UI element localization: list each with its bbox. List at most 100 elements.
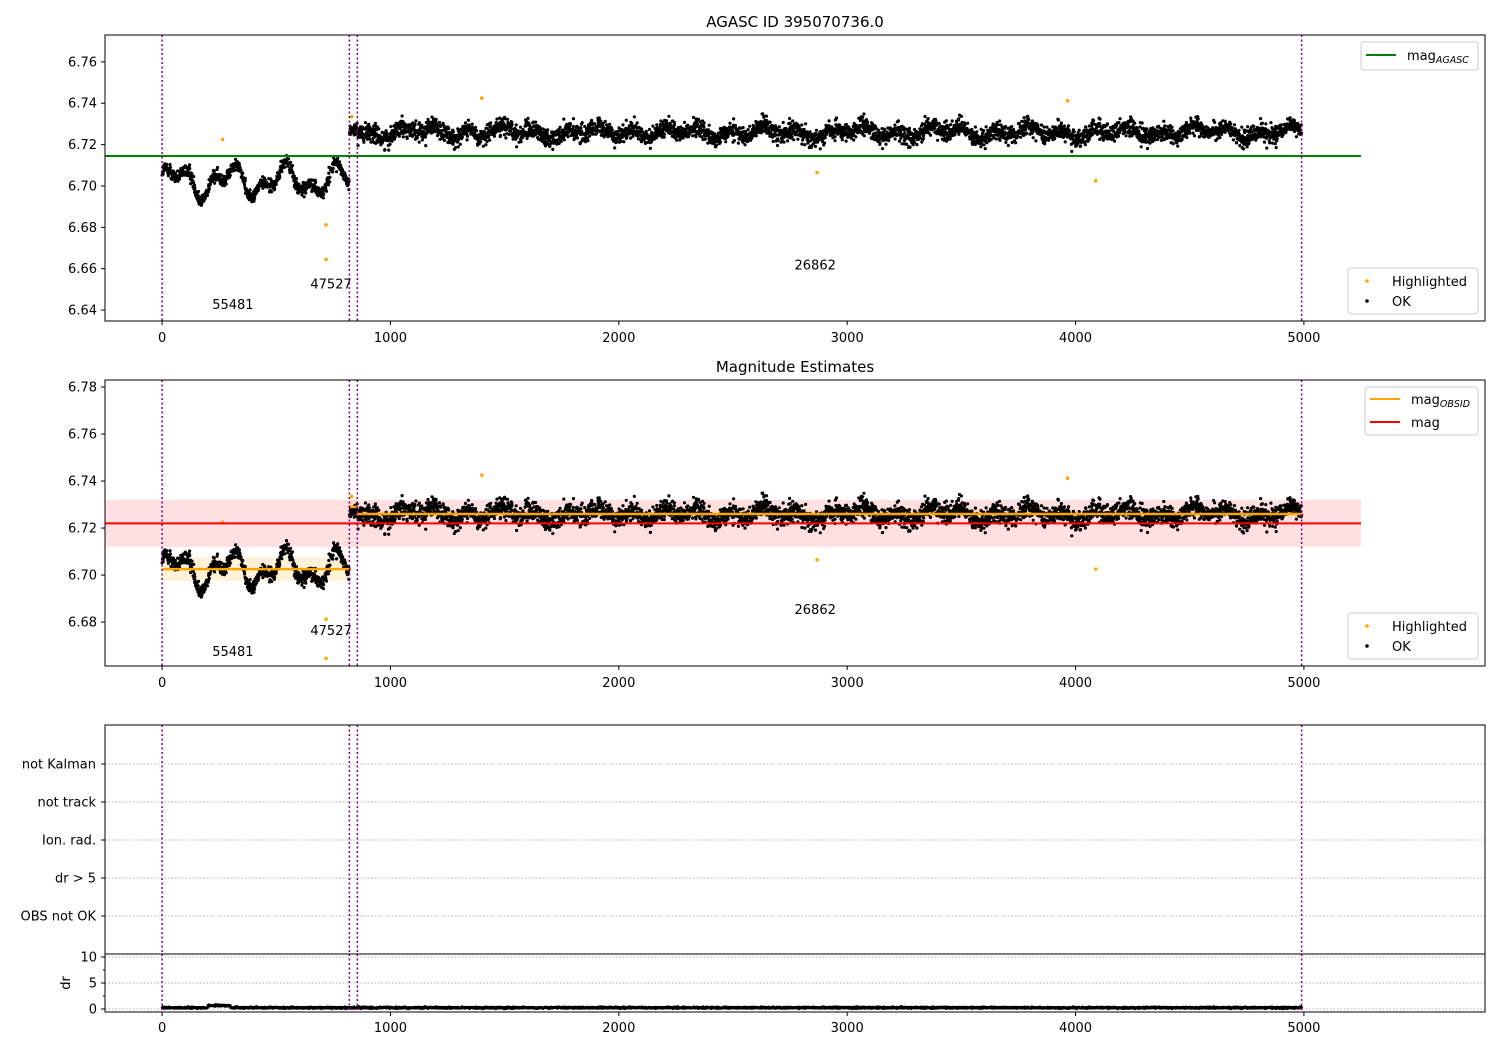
ok-point: [984, 147, 987, 150]
ok-point: [599, 120, 602, 123]
ok-point: [909, 146, 912, 149]
ok-point: [1261, 122, 1264, 125]
ok-point: [782, 121, 785, 124]
ok-point: [197, 190, 200, 193]
ok-point: [747, 128, 750, 131]
ok-point: [611, 128, 614, 131]
legend-label-ok: OK: [1392, 295, 1411, 310]
ok-point: [188, 550, 191, 553]
ok-point: [1172, 142, 1175, 145]
ok-point: [878, 141, 881, 144]
ok-point: [588, 134, 591, 137]
ok-point: [985, 125, 988, 128]
ok-point: [975, 130, 978, 133]
ok-point: [854, 135, 857, 138]
ok-point: [649, 147, 652, 150]
ok-point: [1145, 128, 1148, 131]
ok-point: [743, 143, 746, 146]
ok-point: [572, 117, 575, 120]
ok-point: [1181, 138, 1184, 141]
ok-point: [788, 117, 791, 120]
ok-point: [995, 137, 998, 140]
ok-point: [1179, 134, 1182, 137]
ok-point: [204, 588, 207, 591]
ok-point: [402, 135, 405, 138]
ok-point: [413, 122, 416, 125]
ok-point: [1238, 133, 1241, 136]
ok-point: [168, 163, 171, 166]
ok-point: [474, 126, 477, 129]
ok-point: [508, 133, 511, 136]
ok-point: [803, 143, 806, 146]
ok-point: [465, 132, 468, 135]
ok-point: [551, 148, 554, 151]
ok-point: [792, 138, 795, 141]
ok-point: [1070, 150, 1073, 153]
obsid-label: 26862: [795, 259, 836, 274]
ok-point: [622, 140, 625, 143]
ok-point: [1016, 135, 1019, 138]
ok-point: [270, 190, 273, 193]
ok-point: [489, 124, 492, 127]
ok-point: [625, 119, 628, 122]
ok-point: [335, 170, 338, 173]
ok-point: [929, 134, 932, 137]
ok-point: [1293, 119, 1296, 122]
highlighted-point: [480, 96, 484, 100]
ok-point: [861, 116, 864, 119]
ok-point: [328, 180, 331, 183]
ok-point: [934, 120, 937, 123]
ok-point: [922, 137, 925, 140]
ok-point: [613, 146, 616, 149]
ok-point: [374, 122, 377, 125]
ok-point: [438, 121, 441, 124]
ok-point: [708, 124, 711, 127]
ok-point: [1117, 121, 1120, 124]
ok-point: [452, 130, 455, 133]
ok-point: [862, 112, 865, 115]
ok-point: [301, 191, 304, 194]
ok-point: [169, 552, 172, 555]
ok-point: [905, 143, 908, 146]
ok-point: [1047, 139, 1050, 142]
ok-point: [997, 123, 1000, 126]
ok-point: [383, 148, 386, 151]
ok-point: [1188, 132, 1191, 135]
ok-point: [1282, 133, 1285, 136]
ok-point: [327, 172, 330, 175]
ok-point: [694, 135, 697, 138]
ok-point: [515, 145, 518, 148]
ok-point: [945, 119, 948, 122]
ok-point: [866, 121, 869, 124]
ok-point: [1246, 145, 1249, 148]
ok-point: [287, 157, 290, 160]
ok-point: [777, 139, 780, 142]
ok-point: [673, 121, 676, 124]
ok-point: [1043, 125, 1046, 128]
ok-point: [439, 125, 442, 128]
ok-point: [1027, 118, 1030, 121]
ok-point: [748, 125, 751, 128]
ok-point: [234, 158, 237, 161]
ok-point: [823, 141, 826, 144]
ok-point: [190, 560, 193, 563]
ok-point: [1265, 147, 1268, 150]
ok-point: [563, 138, 566, 141]
ok-point: [1007, 144, 1010, 147]
ok-point: [884, 143, 887, 146]
ok-point: [755, 134, 758, 137]
magnitude-estimates-panel: 5548147527268626.686.706.726.746.766.780…: [68, 380, 1485, 691]
ok-point: [1185, 136, 1188, 139]
ok-point: [1012, 128, 1015, 131]
ok-point: [786, 139, 789, 142]
legend-marker-highlighted: [1365, 279, 1369, 283]
ok-point: [303, 195, 306, 198]
ok-point: [581, 121, 584, 124]
ok-point: [770, 133, 773, 136]
ok-point: [546, 128, 549, 131]
ok-point: [572, 125, 575, 128]
ok-point: [893, 124, 896, 127]
ok-point: [364, 121, 367, 124]
ok-point: [970, 128, 973, 131]
ok-point: [645, 130, 648, 133]
